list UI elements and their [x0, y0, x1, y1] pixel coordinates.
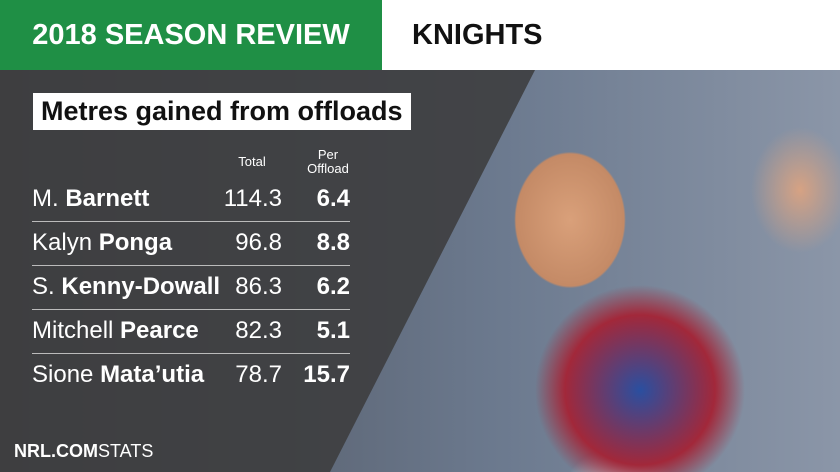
- first-name: M.: [32, 185, 59, 212]
- team-name: KNIGHTS: [382, 0, 840, 70]
- table-row: Kalyn Ponga 96.8 8.8: [32, 221, 350, 266]
- first-name: Sione: [32, 361, 94, 388]
- table-row: M. Barnett 114.3 6.4: [32, 177, 350, 222]
- per-offload: 6.2: [316, 273, 350, 300]
- per-offload: 5.1: [316, 317, 350, 344]
- total-metres: 86.3: [235, 273, 282, 300]
- last-name: Pearce: [120, 317, 199, 344]
- per-offload: 8.8: [316, 229, 350, 256]
- player-name: S. Kenny-Dowall: [32, 265, 220, 309]
- player-name: Mitchell Pearce: [32, 309, 199, 353]
- column-header: Per Offload: [307, 147, 349, 176]
- footer: NRL.COMSTATS: [14, 441, 153, 462]
- footer-label: STATS: [98, 441, 154, 461]
- total-metres: 114.3: [223, 185, 282, 212]
- first-name: S.: [32, 273, 55, 300]
- last-name: Ponga: [98, 229, 173, 256]
- total-metres: 82.3: [235, 317, 282, 344]
- column-header: Total: [238, 154, 266, 169]
- first-name: Mitchell: [32, 317, 114, 344]
- last-name: Mata’utia: [100, 361, 205, 388]
- first-name: Kalyn: [32, 229, 93, 256]
- player-name: Sione Mata’utia: [32, 353, 204, 397]
- footer-brand: NRL.COM: [14, 441, 98, 461]
- player-name: M. Barnett: [32, 177, 149, 221]
- total-metres: 96.8: [235, 229, 282, 256]
- table-row: Sione Mata’utia 78.7 15.7: [32, 353, 350, 397]
- season-badge: 2018 SEASON REVIEW: [0, 0, 382, 70]
- per-offload: 15.7: [303, 361, 350, 388]
- player-name: Kalyn Ponga: [32, 221, 172, 265]
- last-name: Kenny-Dowall: [61, 273, 221, 300]
- per-offload: 6.4: [316, 185, 350, 212]
- table-row: Mitchell Pearce 82.3 5.1: [32, 309, 350, 354]
- table-title: Metres gained from offloads: [33, 93, 411, 130]
- table-row: S. Kenny-Dowall 86.3 6.2: [32, 265, 350, 310]
- last-name: Barnett: [65, 185, 150, 212]
- total-metres: 78.7: [235, 361, 282, 388]
